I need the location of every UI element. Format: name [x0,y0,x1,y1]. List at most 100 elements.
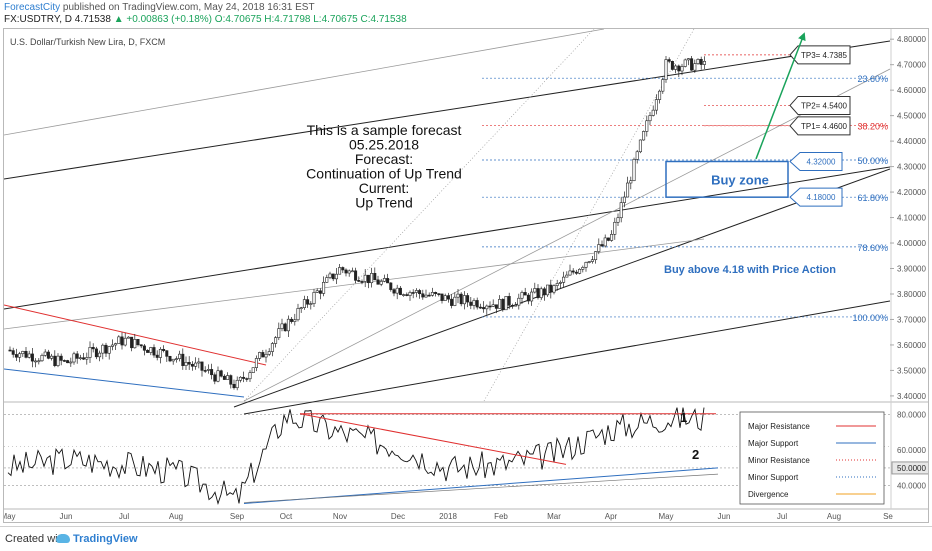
price-support-line [4,369,244,397]
price-tick-label: 4.40000 [897,137,926,146]
candle-body [70,362,72,363]
low-value: L:4.70675 [313,14,358,25]
candle-body [665,60,667,80]
candle-body [380,281,382,284]
time-tick-label: Oct [280,512,293,521]
candle-body [236,380,238,387]
candle-body [690,59,692,71]
candle-body [524,292,526,295]
candle-body [617,218,619,223]
candle-body [518,298,520,305]
candle-body [527,295,529,301]
candle-body [418,290,420,293]
candle-body [537,288,539,297]
candle-body [543,289,545,295]
symbol-label: FX:USDTRY, D [4,14,72,25]
candle-body [390,283,392,290]
candle-body [124,338,126,345]
candle-body [636,152,638,160]
candle-body [335,274,337,279]
ohlc-line: FX:USDTRY, D 4.71538 ▲ +0.00863 (+0.18%)… [4,14,407,25]
candle-body [364,275,366,281]
fib-level-label: 23.60% [857,74,888,84]
candle-body [639,140,641,152]
candle-body [460,294,462,304]
time-tick-label: May [4,512,16,521]
candle-body [591,260,593,262]
candle-body [498,299,500,308]
candle-body [303,300,305,308]
candle-body [12,351,14,355]
candle-body [268,352,270,355]
osc-label-2: 2 [692,447,699,462]
candle-body [703,61,705,64]
chart-canvas[interactable]: U.S. Dollar/Turkish New Lira, D, FXCM 4.8… [4,29,929,523]
publish-info: published on TradingView.com, May 24, 20… [63,2,315,13]
legend-item-label: Divergence [748,490,789,499]
candle-body [620,203,622,218]
candle-body [495,305,497,309]
candle-body [428,295,430,296]
chart-panel[interactable]: U.S. Dollar/Turkish New Lira, D, FXCM 4.8… [3,28,929,523]
candle-body [166,351,168,357]
candle-body [566,275,568,277]
publisher-brand[interactable]: ForecastCity [4,2,60,13]
candle-body [47,352,49,358]
chart-title: U.S. Dollar/Turkish New Lira, D, FXCM [10,37,165,47]
candle-body [572,271,574,272]
candle-body [534,288,536,292]
candle-body [73,354,75,362]
candle-body [230,376,232,385]
candle-body [162,349,164,350]
candle-body [274,338,276,344]
candle-body [111,345,113,346]
price-tick-label: 3.90000 [897,265,926,274]
candle-body [671,61,673,69]
time-tick-label: Aug [827,512,841,521]
candle-body [156,355,158,357]
candle-body [562,277,564,282]
candle-body [482,307,484,308]
candle-body [207,369,209,370]
candle-body [246,379,248,380]
time-tick-label: 2018 [439,512,457,521]
candle-body [44,352,46,355]
candle-body [681,66,683,70]
close-value: C:4.71538 [361,14,407,25]
candle-body [121,337,123,345]
candle-body [217,371,219,381]
candle-body [188,362,190,364]
osc-tick-label: 40.0000 [897,482,926,491]
time-tick-label: Apr [605,512,618,521]
candle-body [466,295,468,302]
candle-body [60,356,62,360]
mid-channel-line [4,167,890,309]
price-tick-label: 3.60000 [897,341,926,350]
candle-body [140,345,142,346]
candle-body [86,357,88,359]
price-tick-label: 4.70000 [897,61,926,70]
candle-body [530,292,532,301]
price-tick-label: 4.30000 [897,163,926,172]
fib-level-label: 100.00% [852,313,888,323]
price-tick-label: 4.80000 [897,35,926,44]
zone-tag-label: 4.32000 [807,157,836,166]
base-channel-line [244,301,890,414]
legend-item-label: Major Resistance [748,422,810,431]
candle-body [588,262,590,263]
price-tick-label: 3.40000 [897,392,926,401]
tradingview-logo[interactable]: TradingView [56,533,138,545]
candle-body [540,289,542,298]
candle-body [633,159,635,180]
candle-body [514,305,516,306]
candle-body [585,262,587,267]
time-tick-label: Nov [333,512,347,521]
candle-body [473,300,475,305]
candle-body [130,337,132,348]
legend-item-label: Minor Resistance [748,456,810,465]
candle-body [694,64,696,71]
candle-body [169,356,171,361]
candle-body [322,282,324,293]
candle-body [556,283,558,285]
candle-body [374,273,376,280]
